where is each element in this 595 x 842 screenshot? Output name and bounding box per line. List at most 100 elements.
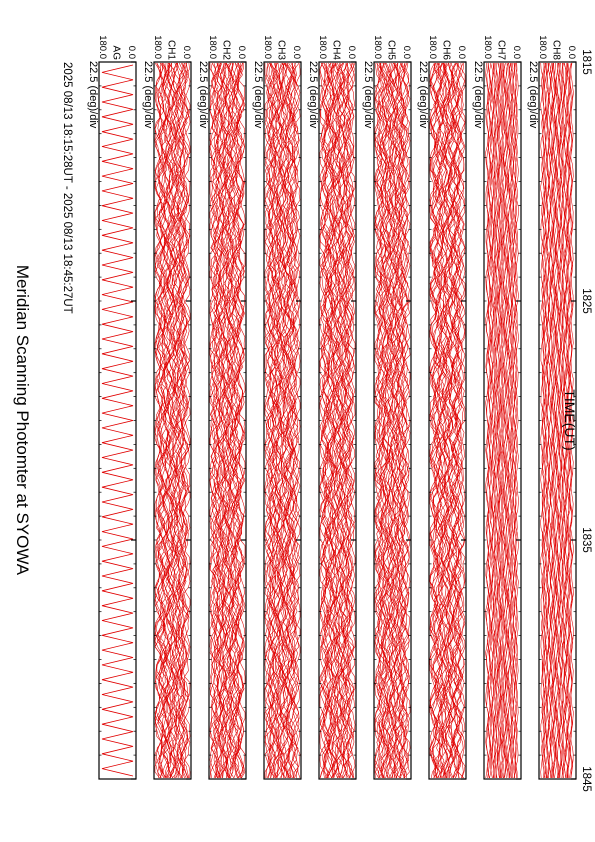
- scan-trace: [452, 62, 463, 779]
- scan-trace: [274, 62, 284, 779]
- y-max-label: 180.0: [317, 35, 328, 59]
- scale-label: 22.5 (deg)/div: [307, 61, 319, 129]
- traces: [154, 62, 191, 779]
- panel-y-labels: 180.0 0.0 AG: [97, 35, 137, 60]
- scan-trace: [331, 62, 342, 779]
- scan-trace: [383, 62, 394, 779]
- traces: [429, 62, 466, 779]
- panel-minor-ticks: [209, 61, 246, 780]
- panel-ch3: 22.5 (deg)/div 180.0 0.0 CH3: [252, 35, 302, 780]
- scan-trace: [292, 62, 301, 779]
- scan-trace: [496, 62, 500, 779]
- scan-trace: [379, 62, 390, 779]
- scan-trace: [444, 62, 455, 779]
- scan-trace: [281, 62, 291, 779]
- scan-trace: [396, 62, 407, 779]
- y-max-label: 180.0: [152, 35, 163, 59]
- scan-trace: [341, 62, 351, 779]
- scan-trace: [328, 62, 338, 779]
- panel-ch2: 22.5 (deg)/div 180.0 0.0 CH2: [197, 35, 247, 780]
- scan-trace: [386, 62, 396, 779]
- panel-y-labels: 180.0 0.0 CH8: [537, 35, 577, 60]
- scan-trace: [498, 62, 503, 779]
- scan-trace: [326, 62, 336, 779]
- scan-trace: [546, 62, 551, 779]
- scan-trace: [272, 62, 282, 779]
- scan-trace: [170, 62, 181, 779]
- y-max-label: 180.0: [482, 35, 493, 59]
- y-max-label: 180.0: [97, 35, 108, 59]
- scan-trace: [290, 62, 301, 779]
- scan-trace: [270, 62, 281, 779]
- scan-trace: [327, 62, 337, 779]
- scan-trace: [559, 62, 563, 779]
- scan-trace: [267, 62, 278, 779]
- panel-y-labels: 180.0 0.0 CH5: [372, 35, 412, 60]
- scan-trace: [324, 62, 334, 779]
- panel-minor-ticks: [484, 61, 521, 780]
- scan-trace: [216, 62, 226, 779]
- scan-trace: [393, 62, 404, 779]
- panel-y-labels: 180.0 0.0 CH3: [262, 35, 302, 60]
- scan-trace: [399, 62, 410, 779]
- scan-trace: [179, 62, 190, 779]
- scale-label: 22.5 (deg)/div: [527, 61, 539, 129]
- channel-label: CH4: [331, 40, 342, 60]
- scan-trace: [450, 62, 461, 779]
- scan-trace: [169, 62, 180, 779]
- panel-ch7: 22.5 (deg)/div 180.0 0.0 CH7: [472, 35, 522, 780]
- panel-ag: 22.5 (deg)/div 180.0 0.0 AG: [87, 35, 137, 780]
- scan-trace: [439, 62, 450, 779]
- scan-trace: [503, 62, 507, 779]
- y-max-label: 180.0: [262, 35, 273, 59]
- scan-trace: [329, 62, 340, 779]
- scan-trace: [101, 64, 134, 777]
- panel-y-labels: 180.0 0.0 CH1: [152, 35, 192, 60]
- scan-trace: [492, 62, 496, 779]
- scan-trace: [235, 62, 246, 779]
- time-tick-label: 1815: [580, 49, 592, 75]
- scan-trace: [557, 62, 562, 779]
- scan-trace: [333, 62, 344, 779]
- scan-trace: [387, 62, 398, 779]
- y-min-label: 0.0: [236, 46, 247, 59]
- scan-trace: [394, 62, 405, 779]
- scale-label: 22.5 (deg)/div: [417, 61, 429, 129]
- scan-trace: [338, 62, 349, 779]
- scan-trace: [564, 62, 569, 779]
- scale-label: 22.5 (deg)/div: [142, 61, 154, 129]
- scan-trace: [323, 62, 333, 779]
- scan-trace: [511, 62, 516, 779]
- y-min-label: 0.0: [511, 46, 522, 59]
- panel-ch8: 22.5 (deg)/div 180.0 0.0 CH8: [527, 35, 577, 780]
- scan-trace: [391, 62, 401, 779]
- scan-trace: [437, 62, 448, 779]
- scan-trace: [228, 62, 238, 779]
- scan-trace: [212, 62, 223, 779]
- y-max-label: 180.0: [537, 35, 548, 59]
- x-axis-label: TIME(UT): [562, 389, 578, 450]
- scan-trace: [454, 62, 465, 779]
- panel-minor-ticks: [99, 61, 136, 780]
- y-max-label: 180.0: [207, 35, 218, 59]
- time-tick-label: 1825: [580, 288, 592, 314]
- panel-y-labels: 180.0 0.0 CH7: [482, 35, 522, 60]
- scan-trace: [442, 62, 453, 779]
- scan-trace: [168, 62, 178, 779]
- scan-trace: [513, 62, 518, 779]
- scan-trace: [236, 62, 246, 779]
- time-tick-label: 1835: [580, 527, 592, 553]
- channel-label: CH2: [221, 40, 232, 60]
- traces: [264, 62, 301, 779]
- traces: [101, 64, 134, 777]
- panel-y-labels: 180.0 0.0 CH2: [207, 35, 247, 60]
- scan-trace: [555, 62, 560, 779]
- scan-trace: [346, 62, 356, 779]
- scan-trace: [563, 62, 568, 779]
- scan-trace: [211, 62, 222, 779]
- channel-label: CH3: [276, 40, 287, 60]
- scan-trace: [217, 62, 227, 779]
- scan-trace: [176, 62, 187, 779]
- y-min-label: 0.0: [181, 46, 192, 59]
